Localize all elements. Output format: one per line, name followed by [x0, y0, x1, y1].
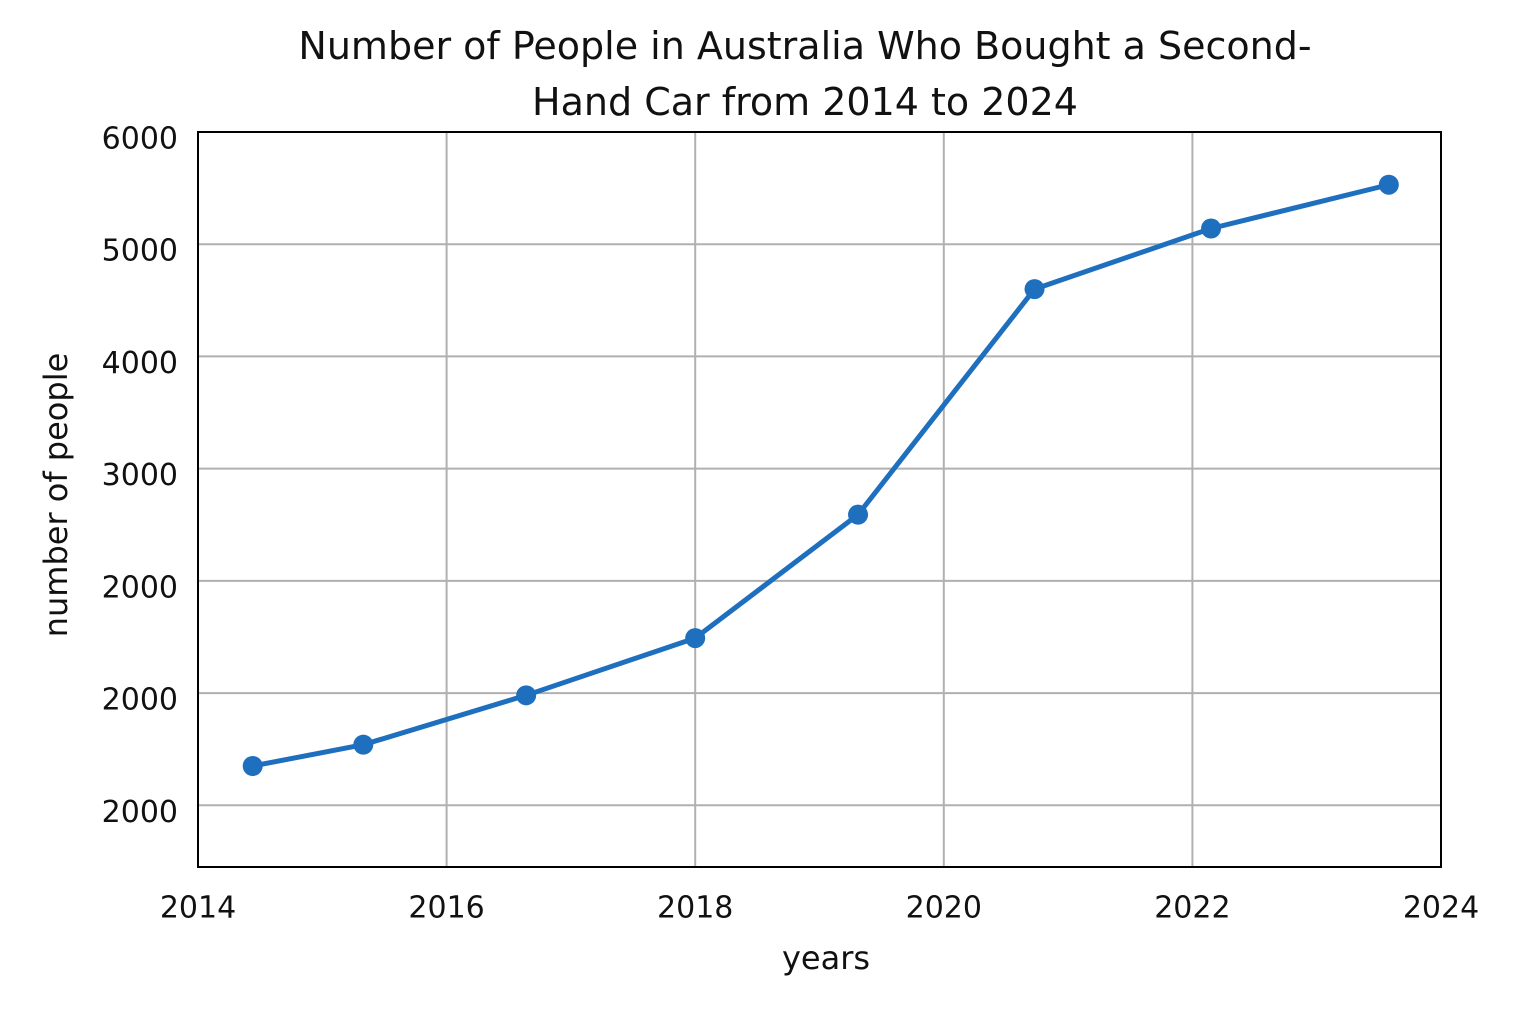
data-point	[848, 504, 869, 525]
y-tick-label: 4000	[102, 346, 178, 381]
data-line	[252, 182, 1390, 769]
y-tick-label: 2000	[102, 570, 178, 605]
data-point	[242, 756, 263, 777]
x-tick-label: 2020	[906, 891, 982, 926]
y-tick-label: 2000	[102, 683, 178, 718]
x-tick-label: 2024	[1403, 891, 1479, 926]
x-axis-label: years	[782, 939, 870, 977]
y-tick-label: 2000	[102, 795, 178, 830]
data-point	[1378, 174, 1399, 195]
data-point	[516, 685, 537, 706]
chart-title: Number of People in Australia Who Bought…	[298, 24, 1312, 124]
plot-frame	[197, 131, 1442, 868]
x-tick-label: 2016	[408, 891, 484, 926]
data-point	[353, 734, 374, 755]
y-tick-label: 3000	[102, 458, 178, 493]
x-tick-label: 2018	[657, 891, 733, 926]
data-point	[1201, 218, 1222, 239]
y-tick-label: 6000	[102, 122, 178, 157]
data-point	[685, 628, 706, 649]
x-tick-label: 2022	[1154, 891, 1230, 926]
data-point	[1024, 279, 1045, 300]
y-axis-label: number of people	[37, 353, 75, 638]
x-tick-label: 2014	[160, 891, 236, 926]
y-tick-label: 5000	[102, 234, 178, 269]
